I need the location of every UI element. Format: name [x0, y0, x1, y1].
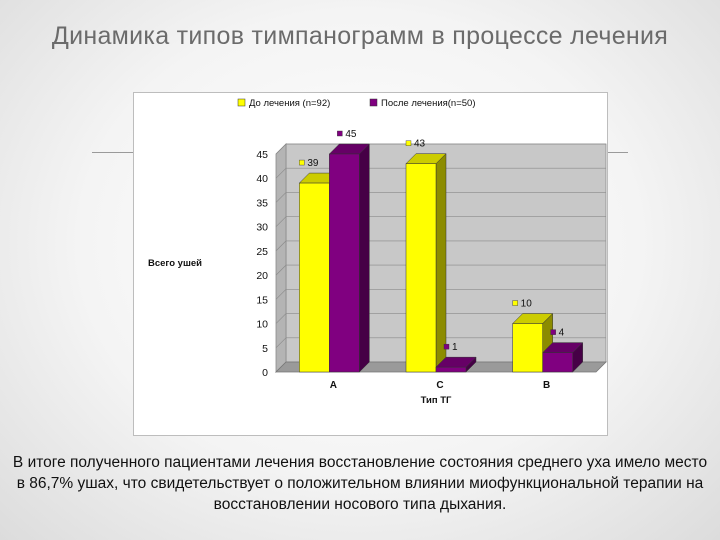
slide-title: Динамика типов тимпанограмм в процессе л…: [51, 22, 669, 50]
y-tick-label: 0: [262, 367, 268, 379]
divider-left: [92, 152, 133, 153]
gridline-side: [275, 240, 287, 252]
data-label: 39: [307, 158, 319, 169]
bar-side-C-0: [435, 153, 447, 373]
legend-swatch: [369, 98, 378, 107]
x-tick-label: A: [330, 380, 337, 391]
legend-swatch: [237, 98, 246, 107]
gridline-side: [275, 337, 287, 348]
gridline-side: [275, 216, 287, 227]
bar-A-0: [299, 182, 330, 373]
x-tick-label: C: [436, 380, 443, 391]
data-label: 43: [414, 139, 426, 150]
x-axis-label: Тип ТГ: [421, 395, 452, 406]
y-tick-label: 5: [262, 343, 268, 355]
bar-A-1: [329, 153, 360, 373]
x-tick-label: B: [543, 380, 550, 391]
chart-side-wall: [275, 143, 287, 373]
data-label-key: [337, 130, 343, 137]
bar-B-0: [512, 323, 543, 373]
y-tick-label: 30: [256, 222, 268, 234]
y-tick-label: 20: [256, 270, 268, 282]
y-tick-label: 10: [256, 319, 268, 331]
data-label: 45: [345, 129, 357, 140]
data-label-key: [443, 343, 450, 350]
slide-caption: В итоге полученного пациентами лечения в…: [12, 454, 708, 513]
y-tick-label: 45: [256, 149, 268, 161]
divider-right: [606, 152, 628, 153]
data-label-key: [512, 300, 518, 306]
legend-entry: До лечения (n=92): [249, 98, 330, 109]
data-label-key: [405, 140, 412, 146]
gridline-side: [275, 264, 287, 276]
data-label: 10: [521, 299, 533, 310]
legend-entry: После лечения(n=50): [381, 98, 476, 109]
y-tick-label: 25: [256, 246, 268, 258]
tympanogram-chart: 0 5 10 15 20 25 30 35 40 45 Всего ушей 39 45 A 43 1 C 10 4…: [148, 98, 607, 406]
data-label-key: [550, 329, 556, 335]
y-axis-label: Всего ушей: [148, 258, 202, 269]
y-tick-label: 35: [256, 197, 268, 209]
bar-C-1: [435, 366, 467, 373]
gridline-side: [275, 168, 287, 179]
gridline-side: [275, 313, 287, 324]
bar-C-0: [405, 163, 437, 373]
gridline-side: [275, 289, 287, 300]
data-label: 1: [452, 342, 458, 353]
bar-side-A-1: [359, 143, 370, 373]
gridline-side: [275, 143, 287, 155]
bar-B-1: [542, 352, 573, 373]
data-label-key: [299, 159, 305, 166]
gridline-side: [275, 192, 287, 203]
data-label: 4: [559, 328, 565, 339]
chart-panel: 0 5 10 15 20 25 30 35 40 45 Всего ушей 39 45 A 43 1 C 10 4…: [133, 92, 608, 436]
y-tick-label: 15: [256, 294, 268, 306]
y-tick-label: 40: [256, 173, 268, 185]
